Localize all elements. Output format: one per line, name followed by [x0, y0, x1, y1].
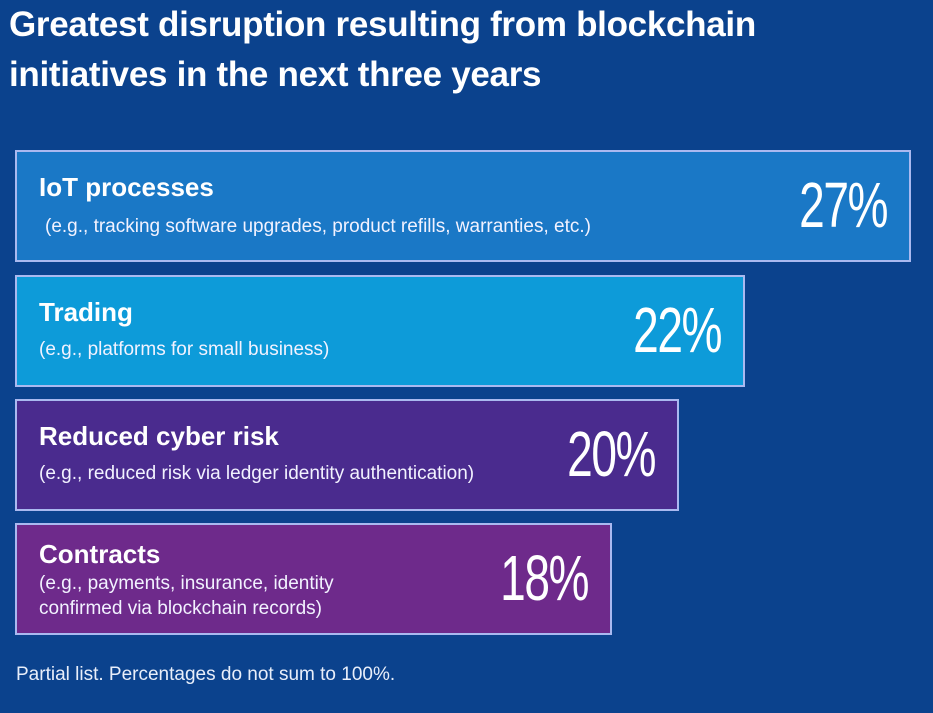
bar-label: Trading [39, 297, 133, 327]
footnote: Partial list. Percentages do not sum to … [16, 664, 396, 685]
data-label: 20% [567, 418, 656, 490]
bar-label: Contracts [39, 539, 161, 569]
bar-description: (e.g., payments, insurance, identity con… [39, 573, 334, 619]
chart-title: Greatest disruption resulting from block… [9, 0, 756, 100]
chart-title-line: Greatest disruption resulting from block… [9, 5, 756, 44]
bar-reduced-cyber-risk: Reduced cyber risk (e.g., reduced risk vi… [15, 399, 679, 511]
data-label: 18% [500, 542, 589, 614]
bar-description: (e.g., platforms for small business) [39, 339, 330, 360]
chart-title-line: initiatives in the next three years [9, 55, 542, 94]
data-label: 22% [633, 294, 722, 366]
bar-label: IoT processes [39, 172, 214, 202]
bar-description: (e.g., tracking software upgrades, produ… [45, 216, 591, 237]
data-label: 27% [799, 169, 888, 241]
bar-contracts: Contracts (e.g., payments, insurance, ide… [15, 523, 612, 635]
bar-label: Reduced cyber risk [39, 421, 279, 451]
bar-description: (e.g., reduced risk via ledger identity … [39, 463, 475, 484]
bar-iot-processes: IoT processes (e.g., tracking software up… [15, 150, 911, 262]
bar-trading: Trading (e.g., platforms for small busine… [15, 275, 745, 387]
